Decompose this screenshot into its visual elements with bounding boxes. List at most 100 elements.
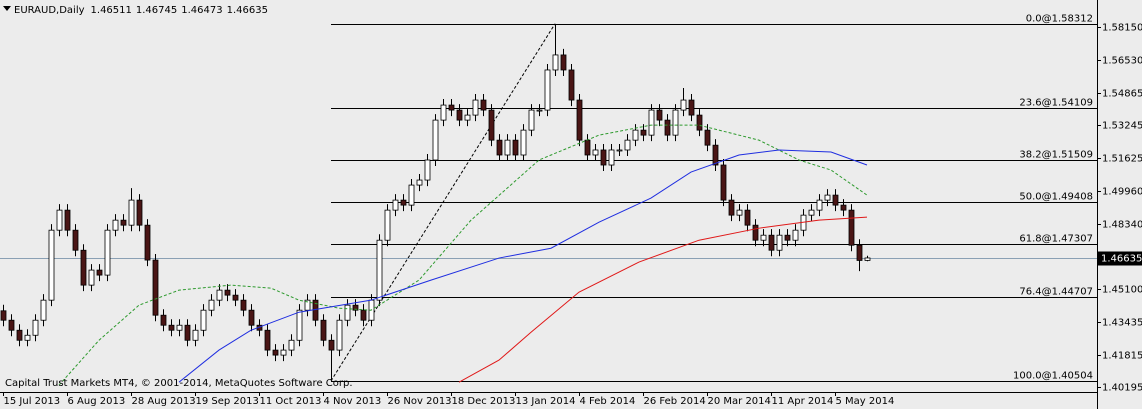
- candle-body: [320, 319, 327, 341]
- candle-body: [512, 139, 519, 156]
- candle-body: [16, 329, 23, 341]
- candle-body: [296, 309, 303, 341]
- candle-body: [96, 269, 103, 276]
- y-tick-label: 1.51625: [1102, 154, 1142, 165]
- x-tick-label: 11 Oct 2013: [260, 396, 322, 407]
- candle-body: [88, 269, 95, 286]
- fib-label: 0.0@1.58312: [1026, 14, 1093, 25]
- candle-body: [408, 184, 415, 206]
- candle-body: [208, 299, 215, 311]
- candle-body: [632, 129, 639, 141]
- candle-body: [8, 319, 15, 331]
- candle-body: [848, 209, 855, 246]
- x-tick-label: 13 Jan 2014: [516, 396, 576, 407]
- candle-body: [760, 234, 767, 241]
- candle-body: [552, 54, 559, 71]
- candle-body: [120, 219, 127, 226]
- candle-body: [128, 199, 135, 226]
- candle-body: [168, 324, 175, 331]
- candle-body: [416, 179, 423, 186]
- candle-body: [232, 294, 239, 301]
- x-tick-label: 5 May 2014: [836, 396, 895, 407]
- candle-body: [752, 224, 759, 241]
- candle-body: [224, 289, 231, 296]
- candle-body: [272, 349, 279, 356]
- current-price-box: [1097, 251, 1142, 266]
- candle-body: [56, 209, 63, 231]
- y-tick-label: 1.56530: [1102, 56, 1142, 67]
- candle-body: [792, 229, 799, 241]
- candle-body: [72, 229, 79, 251]
- candle-body: [424, 159, 431, 181]
- candle-body: [384, 209, 391, 241]
- candle-body: [816, 199, 823, 211]
- candle-body: [328, 339, 335, 351]
- fib-trendline: [330, 23, 556, 382]
- candle-body: [480, 99, 487, 111]
- x-tick-label: 15 Jul 2013: [4, 396, 61, 407]
- candle-body: [0, 310, 7, 321]
- candle-body: [160, 314, 167, 326]
- candle-body: [856, 244, 863, 261]
- moving-average: [458, 216, 868, 383]
- candle-body: [432, 119, 439, 161]
- candle-body: [184, 324, 191, 341]
- y-tick-label: 1.40195: [1102, 383, 1142, 394]
- moving-average: [178, 149, 868, 383]
- candle-body: [240, 299, 247, 311]
- candle-body: [648, 109, 655, 136]
- close-value: 1.46635: [227, 5, 268, 16]
- header: EURAUD,Daily 1.46511 1.46745 1.46473 1.46635: [14, 5, 268, 16]
- candle-body: [344, 304, 351, 321]
- candle-body: [336, 319, 343, 351]
- candle-body: [152, 259, 159, 316]
- high-value: 1.46745: [136, 5, 177, 16]
- x-tick-label: 18 Dec 2013: [452, 396, 516, 407]
- candle-body: [528, 109, 535, 131]
- menu-icon[interactable]: [3, 6, 11, 11]
- candle-body: [32, 319, 39, 336]
- x-tick-label: 4 Nov 2013: [324, 396, 382, 407]
- candle-body: [776, 234, 783, 251]
- candle-body: [680, 99, 687, 111]
- candle-body: [584, 139, 591, 156]
- y-tick-label: 1.49960: [1102, 187, 1142, 198]
- candle-body: [464, 114, 471, 121]
- y-tick-label: 1.41815: [1102, 351, 1142, 362]
- fib-label: 100.0@1.40504: [1013, 371, 1093, 382]
- candle-body: [568, 69, 575, 101]
- candle-body: [656, 109, 663, 121]
- candle-body: [720, 164, 727, 201]
- candle-body: [736, 209, 743, 216]
- plot: 0.0@1.58312 23.6@1.54109 38.2@1.51509 50.0@…: [0, 14, 1097, 386]
- fib-label: 61.8@1.47307: [1019, 234, 1093, 245]
- low-value: 1.46473: [181, 5, 222, 16]
- candle-body: [744, 209, 751, 226]
- x-tick-label: 20 Mar 2014: [708, 396, 771, 407]
- candle-body: [560, 54, 567, 71]
- x-tick-label: 28 Aug 2013: [132, 396, 196, 407]
- candle-body: [832, 194, 839, 206]
- candle-body: [360, 309, 367, 321]
- x-tick-label: 6 Aug 2013: [68, 396, 126, 407]
- x-tick-label: 26 Feb 2014: [644, 396, 706, 407]
- y-tick-label: 1.48340: [1102, 220, 1142, 231]
- candle-body: [472, 99, 479, 116]
- candle-body: [824, 194, 831, 201]
- candle-body: [624, 139, 631, 151]
- candle-body: [840, 204, 847, 211]
- candle-body: [616, 149, 623, 152]
- fib-label: 38.2@1.51509: [1019, 150, 1093, 161]
- candle-body: [304, 299, 311, 311]
- candle-body: [712, 144, 719, 166]
- candle-body: [608, 149, 615, 166]
- candle-body: [24, 334, 31, 341]
- x-tick-label: 4 Feb 2014: [580, 396, 636, 407]
- candle-body: [728, 199, 735, 216]
- candle-body: [640, 129, 647, 136]
- symbol: EURAUD,Daily: [14, 5, 85, 16]
- candle-body: [144, 224, 151, 261]
- candle-body: [664, 119, 671, 136]
- copyright: Capital Trust Markets MT4, © 2001-2014, …: [5, 378, 353, 389]
